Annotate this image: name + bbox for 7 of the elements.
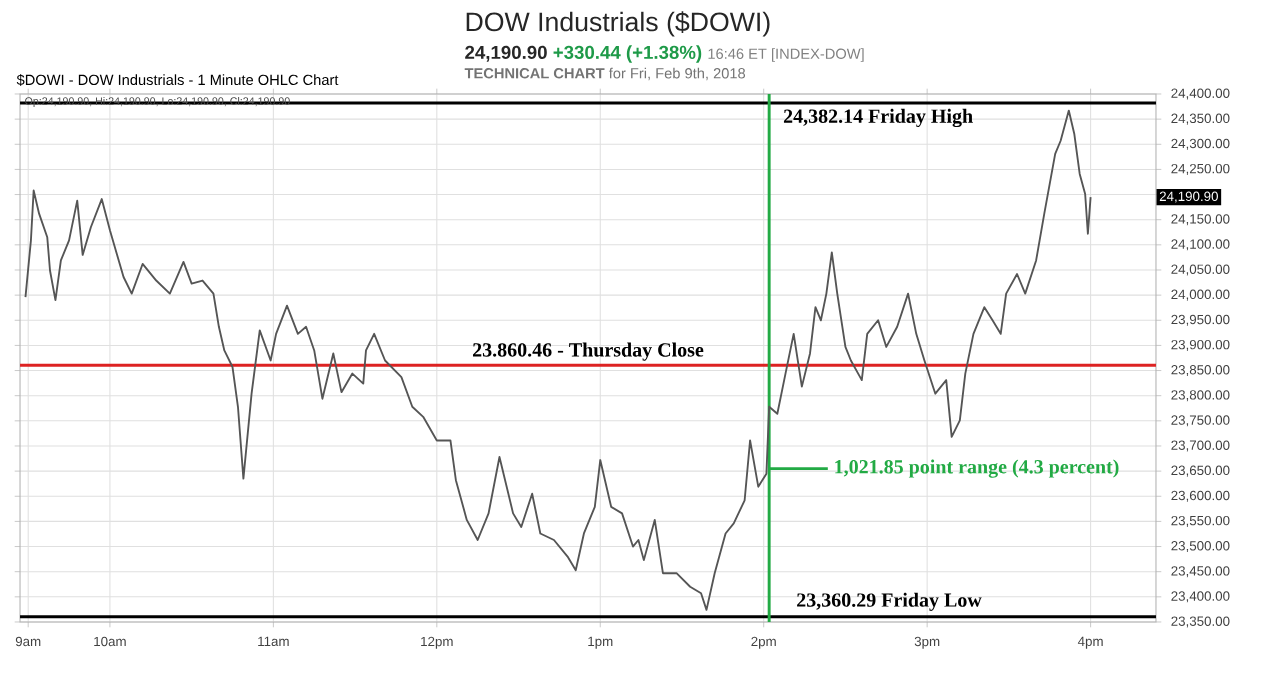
ref-line-label: 23.860.46 - Thursday Close — [473, 342, 704, 361]
chart-subtitle: 24,190.90 — [465, 45, 547, 62]
text: +330.44 (+1.38%) — [553, 45, 702, 63]
annotation: 24,382.14 Friday High — [783, 108, 973, 128]
annotation: 23,360.29 Friday Low — [797, 592, 982, 611]
annotation: 1,021.85 point range (4.3 percent) — [835, 459, 1119, 478]
chart-title: DOW Industrials ($DOWI) — [466, 11, 770, 37]
